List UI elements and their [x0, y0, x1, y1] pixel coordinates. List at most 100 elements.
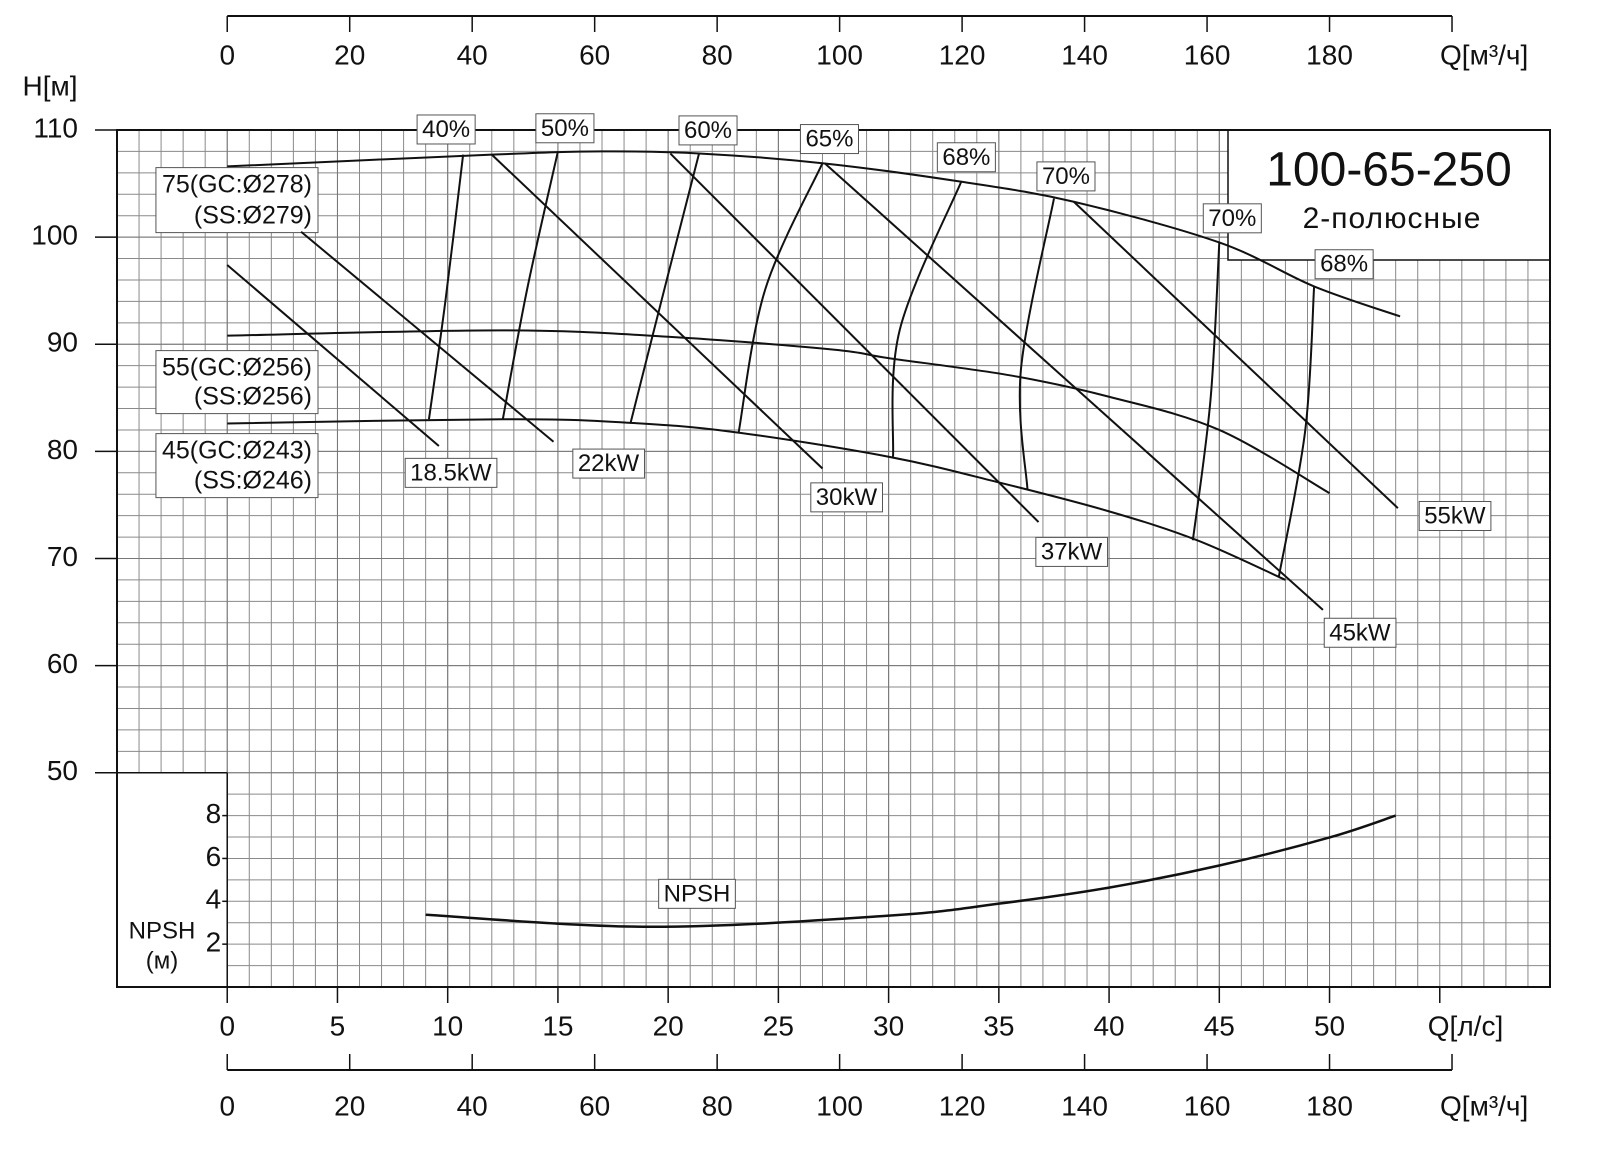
power-label: 30kW	[816, 484, 878, 511]
npsh-curve	[425, 814, 1397, 929]
power-line	[669, 152, 1040, 523]
power-label: 22kW	[578, 450, 640, 477]
x-tick-label: 40	[1093, 1010, 1124, 1041]
chart-subtitle: 2-полюсные	[1303, 202, 1482, 235]
power-label-box	[810, 482, 883, 513]
x-tick-label: 35	[983, 1010, 1014, 1041]
grid	[116, 129, 1551, 988]
x2-tick-label: 80	[702, 39, 733, 70]
impeller-label-box	[155, 433, 319, 499]
y2-tick-label: 8	[206, 798, 222, 829]
power-line	[824, 162, 1324, 611]
efficiency-curve	[1277, 286, 1316, 577]
power-label: 55kW	[1424, 502, 1486, 529]
efficiency-label-box	[416, 114, 476, 145]
plot: 100-65-2502-полюсныеH[м]5060708090100110…	[22, 15, 1551, 1121]
x2-tick-label: 80	[702, 1090, 733, 1121]
x2-tick-label: 180	[1306, 1090, 1353, 1121]
x2-tick-label: 120	[939, 1090, 986, 1121]
power-line	[1073, 201, 1399, 509]
x2-tick-label: 40	[457, 39, 488, 70]
head-curve	[227, 150, 1401, 318]
x-tick-label: 30	[873, 1010, 904, 1041]
impeller-label: (SS:Ø279)	[194, 202, 312, 230]
x2-tick-label: 0	[219, 1090, 235, 1121]
x2-tick-label: 60	[579, 39, 610, 70]
y-tick-label: 80	[47, 434, 78, 465]
impeller-label-box	[155, 167, 319, 234]
power-line	[491, 153, 824, 470]
y2-tick-label: 4	[206, 884, 222, 915]
npsh-label: NPSH	[664, 880, 731, 907]
efficiency-label: 70%	[1208, 205, 1256, 232]
power-label: 18.5kW	[410, 459, 492, 486]
x2-tick-label: 100	[816, 39, 863, 70]
power-label-box	[1323, 617, 1397, 648]
x2-tick-label: 160	[1184, 1090, 1231, 1121]
x2-tick-label: 160	[1184, 39, 1231, 70]
efficiency-label: 70%	[1042, 163, 1090, 190]
x2-tick-label: 120	[939, 39, 986, 70]
x2-axis-label: Q[м³/ч]	[1440, 39, 1528, 70]
power-label-box	[1035, 536, 1109, 567]
efficiency-label-box	[1314, 249, 1374, 280]
x-tick-label: 5	[330, 1010, 346, 1041]
efficiency-label: 65%	[805, 126, 853, 153]
power-label-box	[1418, 500, 1492, 531]
efficiency-label: 68%	[1320, 251, 1368, 278]
npsh-axis-box	[117, 772, 228, 987]
power-label: 37kW	[1041, 538, 1103, 565]
x2-tick-label: 140	[1061, 1090, 1108, 1121]
head-curve	[227, 418, 1286, 581]
head-curve	[227, 329, 1331, 495]
x2-tick-label: 0	[219, 39, 235, 70]
x2-tick-label: 140	[1061, 39, 1108, 70]
efficiency-curve	[737, 162, 824, 433]
x-axis-label: Q[л/с]	[1428, 1010, 1503, 1041]
x-tick-label: 50	[1314, 1010, 1345, 1041]
efficiency-label: 60%	[684, 117, 732, 144]
power-label: 45kW	[1329, 619, 1391, 646]
y-tick-label: 70	[47, 541, 78, 572]
y-tick-label: 60	[47, 648, 78, 679]
x-tick-label: 45	[1204, 1010, 1235, 1041]
efficiency-label-box	[678, 115, 738, 146]
efficiency-curve	[1018, 198, 1055, 490]
efficiency-label: 40%	[422, 116, 470, 143]
power-line	[300, 231, 555, 443]
impeller-label: (SS:Ø256)	[194, 383, 312, 411]
y2-axis-label: (м)	[146, 947, 178, 974]
impeller-label: (SS:Ø246)	[194, 467, 312, 495]
efficiency-label: 68%	[942, 144, 990, 171]
y2-tick-label: 2	[206, 927, 222, 958]
x-tick-label: 15	[542, 1010, 573, 1041]
impeller-label: 75(GC:Ø278)	[162, 171, 312, 199]
power-label-box	[404, 457, 498, 488]
x-tick-label: 25	[763, 1010, 794, 1041]
x2-tick-label: 20	[334, 1090, 365, 1121]
x2-tick-label: 60	[579, 1090, 610, 1121]
efficiency-label-box	[1202, 203, 1262, 234]
efficiency-curve	[629, 153, 700, 423]
npsh-label-box	[658, 878, 736, 909]
impeller-label: 45(GC:Ø243)	[162, 437, 312, 465]
x2-axis-label: Q[м³/ч]	[1440, 1090, 1528, 1121]
efficiency-curve	[427, 154, 465, 420]
y2-tick-label: 6	[206, 841, 222, 872]
title-box	[1227, 129, 1551, 261]
y-axis-label: H[м]	[22, 70, 77, 101]
x2-tick-label: 40	[457, 1090, 488, 1121]
x2-tick-label: 20	[334, 39, 365, 70]
efficiency-label-box	[799, 124, 860, 155]
efficiency-label-box	[1036, 161, 1096, 192]
impeller-label-box	[155, 350, 319, 415]
y-tick-label: 110	[33, 112, 78, 143]
efficiency-curve	[891, 181, 963, 457]
chart-title: 100-65-250	[1266, 144, 1512, 197]
efficiency-label-box	[535, 113, 595, 144]
y-tick-label: 100	[31, 220, 78, 251]
efficiency-label-box	[936, 142, 996, 173]
x-tick-label: 0	[219, 1010, 235, 1041]
